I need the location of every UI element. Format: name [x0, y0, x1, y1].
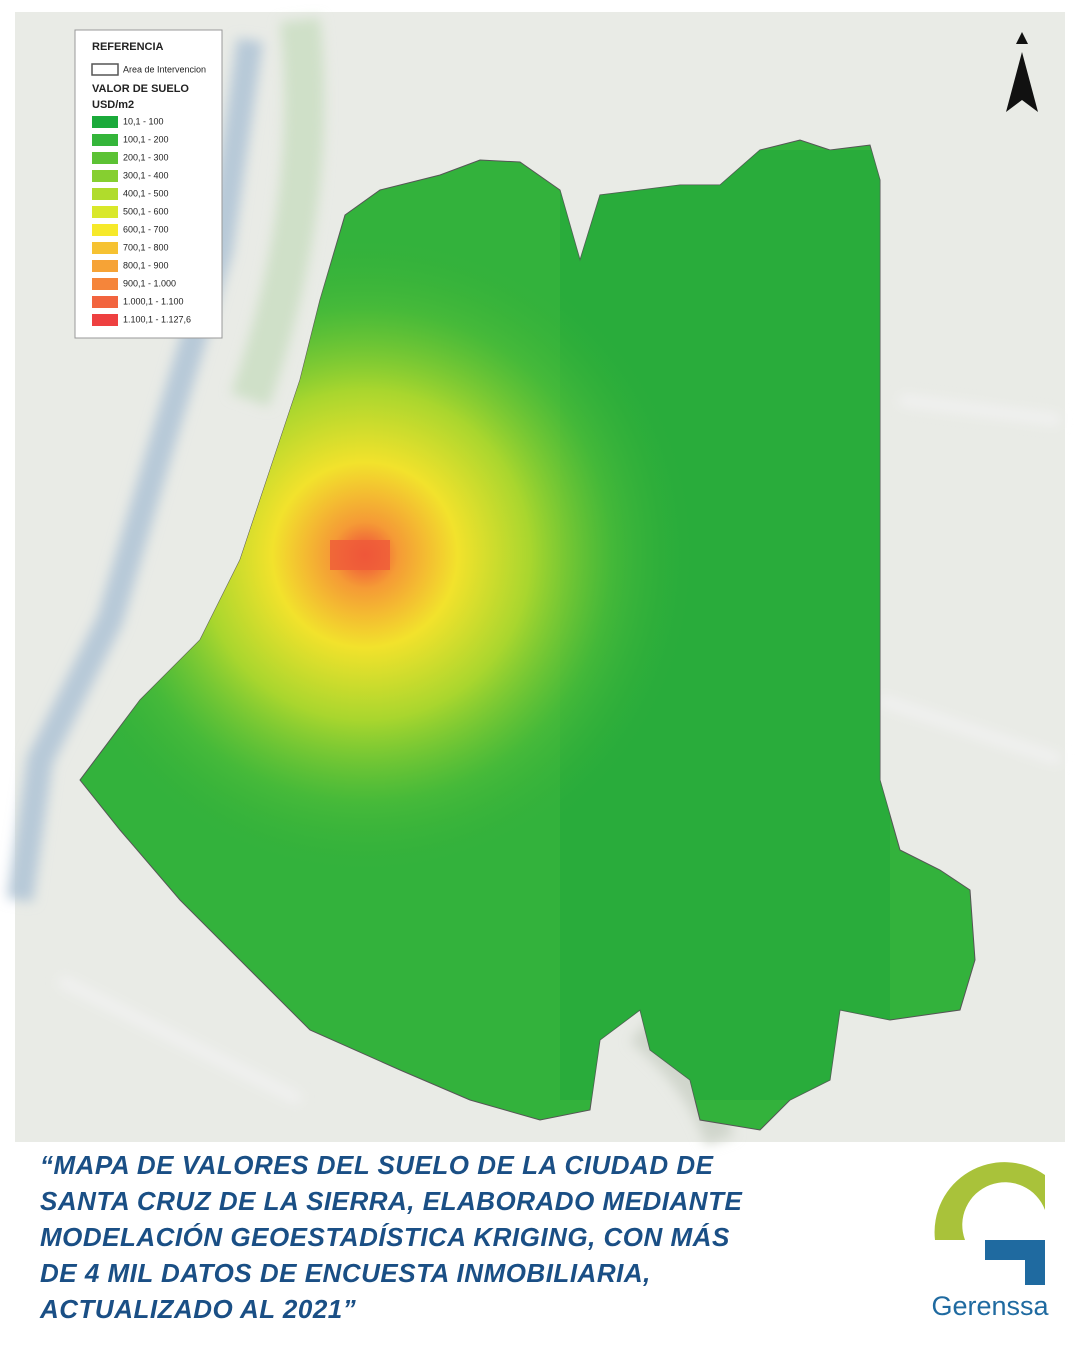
- caption-line: SANTA CRUZ DE LA SIERRA, ELABORADO MEDIA…: [40, 1186, 742, 1216]
- legend-unit: USD/m2: [92, 99, 134, 111]
- legend-label: 200,1 - 300: [123, 152, 169, 162]
- caption-line: DE 4 MIL DATOS DE ENCUESTA INMOBILIARIA,: [40, 1258, 651, 1288]
- legend-swatch: [92, 152, 118, 164]
- legend-label: 100,1 - 200: [123, 134, 169, 144]
- legend-title: REFERENCIA: [92, 41, 164, 53]
- legend-label: 500,1 - 600: [123, 206, 169, 216]
- caption-line: “MAPA DE VALORES DEL SUELO DE LA CIUDAD …: [40, 1150, 714, 1180]
- legend-swatch: [92, 116, 118, 128]
- legend-swatch: [92, 170, 118, 182]
- legend-label: 10,1 - 100: [123, 116, 164, 126]
- logo-text: Gerenssa: [931, 1291, 1049, 1321]
- legend-swatch: [92, 296, 118, 308]
- caption: “MAPA DE VALORES DEL SUELO DE LA CIUDAD …: [39, 1150, 742, 1324]
- legend-label: 700,1 - 800: [123, 242, 169, 252]
- legend-swatch: [92, 314, 118, 326]
- legend-swatch: [92, 224, 118, 236]
- legend-swatch: [92, 206, 118, 218]
- legend-label: 900,1 - 1.000: [123, 278, 176, 288]
- boundary-swatch: [91, 63, 119, 76]
- boundary-label: Area de Intervencion: [123, 64, 206, 74]
- legend-label: 400,1 - 500: [123, 188, 169, 198]
- caption-line: MODELACIÓN GEOESTADÍSTICA KRIGING, CON M…: [40, 1222, 730, 1252]
- legend-label: 600,1 - 700: [123, 224, 169, 234]
- base-map-features: [7, 17, 1062, 1146]
- legend-subtitle: VALOR DE SUELO: [92, 83, 189, 95]
- legend-swatch: [92, 278, 118, 290]
- legend-box: [74, 29, 223, 339]
- logo: Gerenssa: [931, 1162, 1050, 1321]
- legend-swatch: [92, 188, 118, 200]
- legend-label: 1.100,1 - 1.127,6: [123, 314, 191, 324]
- legend-label: 300,1 - 400: [123, 170, 169, 180]
- caption-line: ACTUALIZADO AL 2021”: [39, 1294, 356, 1324]
- legend: REFERENCIA Area de Intervencion VALOR DE…: [74, 29, 223, 339]
- legend-label: 1.000,1 - 1.100: [123, 296, 184, 306]
- legend-swatch: [92, 242, 118, 254]
- legend-label: 800,1 - 900: [123, 260, 169, 270]
- legend-swatch: [92, 260, 118, 272]
- legend-swatch: [92, 134, 118, 146]
- north-arrow: [1006, 32, 1038, 112]
